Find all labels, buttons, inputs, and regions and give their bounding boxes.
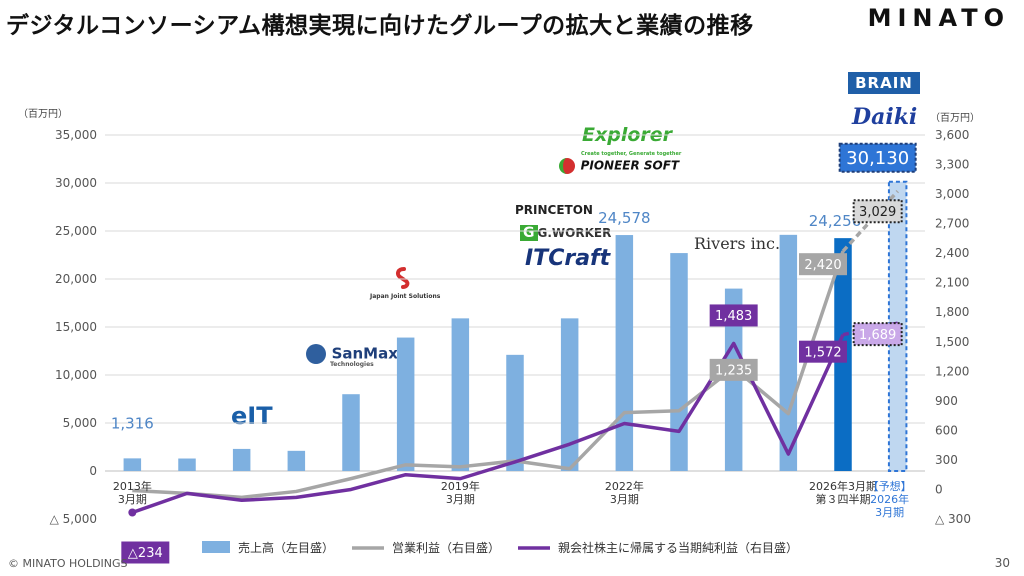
sanmax-globe-icon (306, 343, 326, 364)
left-tick-label: 10,000 (55, 368, 97, 382)
legend-label-sales: 売上高（左目盛） (238, 540, 334, 555)
bar-2015年3月期 (232, 448, 251, 471)
left-tick-label: 25,000 (55, 224, 97, 238)
bar-2025年3月期 (779, 234, 798, 471)
logo-princeton: PRINCETON (515, 203, 593, 217)
x-label-6: 3月期 (446, 493, 475, 506)
right-tick-label: 300 (935, 453, 958, 467)
x-label-13: 2026年3月期 (809, 479, 877, 493)
left-tick-label: 30,000 (55, 176, 97, 190)
x-label-14: 2026年 (870, 492, 909, 506)
gworker-name: G.WORKER (537, 226, 612, 240)
left-tick-label: 20,000 (55, 272, 97, 286)
data-label-2-13-box (799, 340, 847, 363)
logo-eit: eIT (231, 402, 273, 430)
data-label-2-11-box (709, 304, 758, 327)
bar-2016年3月期 (287, 450, 306, 471)
brand-logo: MINATO (867, 4, 1010, 32)
left-axis-unit: （百万円） (18, 109, 68, 120)
logo-jjs: Japan Joint Solutions (370, 293, 441, 300)
right-tick-label: △ 300 (935, 512, 971, 526)
right-tick-label: 2,700 (935, 217, 969, 231)
logo-sanmax: SanMax Technologies (306, 343, 398, 368)
data-label-0-14-box (838, 142, 917, 173)
bar-2023年3月期 (670, 253, 688, 471)
x-label-14: 3月期 (875, 506, 904, 519)
data-label-2-0-box (121, 541, 170, 564)
logo-itcraft: ITCraft (525, 246, 611, 271)
right-tick-label: 1,800 (935, 305, 969, 319)
copyright: © MINATO HOLDINGS (8, 557, 128, 570)
data-label-2-0: △234 (128, 546, 163, 561)
page-title: デジタルコンソーシアム構想実現に向けたグループの拡大と業績の推移 (6, 13, 754, 39)
pioneer-name: PIONEER SOFT (580, 158, 680, 173)
legend-label-net-income: 親会社株主に帰属する当期純利益（右目盛） (558, 540, 798, 555)
data-label-1-13: 2,420 (804, 258, 841, 273)
data-label-1-11-box (709, 358, 758, 381)
x-label-14: 【予想】 (868, 479, 912, 493)
bar-2018年3月期 (396, 337, 415, 471)
bar-2019年3月期 (451, 318, 470, 471)
gworker-g-icon: G (520, 225, 538, 241)
right-tick-label: 0 (935, 482, 943, 496)
net-income-line (131, 333, 845, 515)
sanmax-sub: Technologies (330, 360, 374, 368)
bar-2020年3月期 (506, 354, 524, 471)
left-tick-label: 15,000 (55, 320, 97, 334)
x-label-0: 2013年 (113, 479, 152, 493)
data-label-2-11: 1,483 (715, 309, 752, 324)
left-tick-label: 5,000 (63, 416, 97, 430)
data-label-2-14: 1,689 (859, 328, 896, 343)
data-label-0-14: 30,130 (846, 148, 909, 169)
left-tick-label: △ 5,000 (50, 512, 97, 526)
bar-2017年3月期 (342, 394, 360, 471)
left-tick-label: 0 (89, 464, 97, 478)
legend-label-operating-profit: 営業利益（右目盛） (392, 540, 500, 555)
x-label-9: 2022年 (605, 479, 644, 493)
bar-2021年3月期 (560, 318, 579, 471)
sanmax-name: SanMax (331, 344, 398, 363)
bar-2014年3月期 (178, 458, 196, 471)
right-tick-label: 3,600 (935, 128, 969, 142)
data-label-1-13-box (799, 253, 847, 276)
data-label-2-13: 1,572 (804, 345, 841, 360)
data-label-2-14-box (852, 322, 903, 347)
x-label-13: 第３四半期 (816, 492, 871, 506)
right-tick-label: 3,300 (935, 158, 969, 172)
logo-gworker: G G.WORKER (520, 222, 611, 241)
x-label-0: 3月期 (118, 493, 147, 506)
x-label-6: 2019年 (441, 479, 480, 493)
data-label-0-0: 1,316 (111, 414, 154, 432)
right-tick-label: 1,200 (935, 364, 969, 378)
page-number: 30 (994, 556, 1010, 570)
bar-2022年3月期 (615, 235, 634, 471)
right-axis-unit: （百万円） (930, 113, 980, 124)
right-tick-label: 2,100 (935, 276, 969, 290)
data-label-1-14-box (852, 199, 903, 224)
right-tick-label: 1,500 (935, 335, 969, 349)
net-income-start-point (128, 508, 137, 517)
logo-rivers: Rivers inc. (694, 234, 781, 253)
logo-pioneer-soft: PIONEER SOFT Create together, Generate t… (559, 151, 681, 174)
right-tick-label: 600 (935, 423, 958, 437)
pioneer-tagline: Create together, Generate together (581, 151, 682, 157)
legend-swatch-sales (202, 541, 230, 553)
data-label-0-9: 24,578 (598, 209, 651, 227)
bar-2013年3月期 (123, 458, 142, 471)
data-label-0-13: 24,256 (809, 212, 862, 230)
right-tick-label: 900 (935, 394, 958, 408)
left-tick-label: 35,000 (55, 128, 97, 142)
x-label-9: 3月期 (610, 493, 639, 506)
logo-daiki: Daiki (852, 104, 918, 130)
right-tick-label: 3,000 (935, 187, 969, 201)
data-label-1-14: 3,029 (859, 205, 896, 220)
pioneer-icon (559, 157, 575, 174)
logo-brain: BRAIN (848, 72, 920, 94)
right-tick-label: 2,400 (935, 246, 969, 260)
data-label-1-11: 1,235 (715, 364, 752, 379)
